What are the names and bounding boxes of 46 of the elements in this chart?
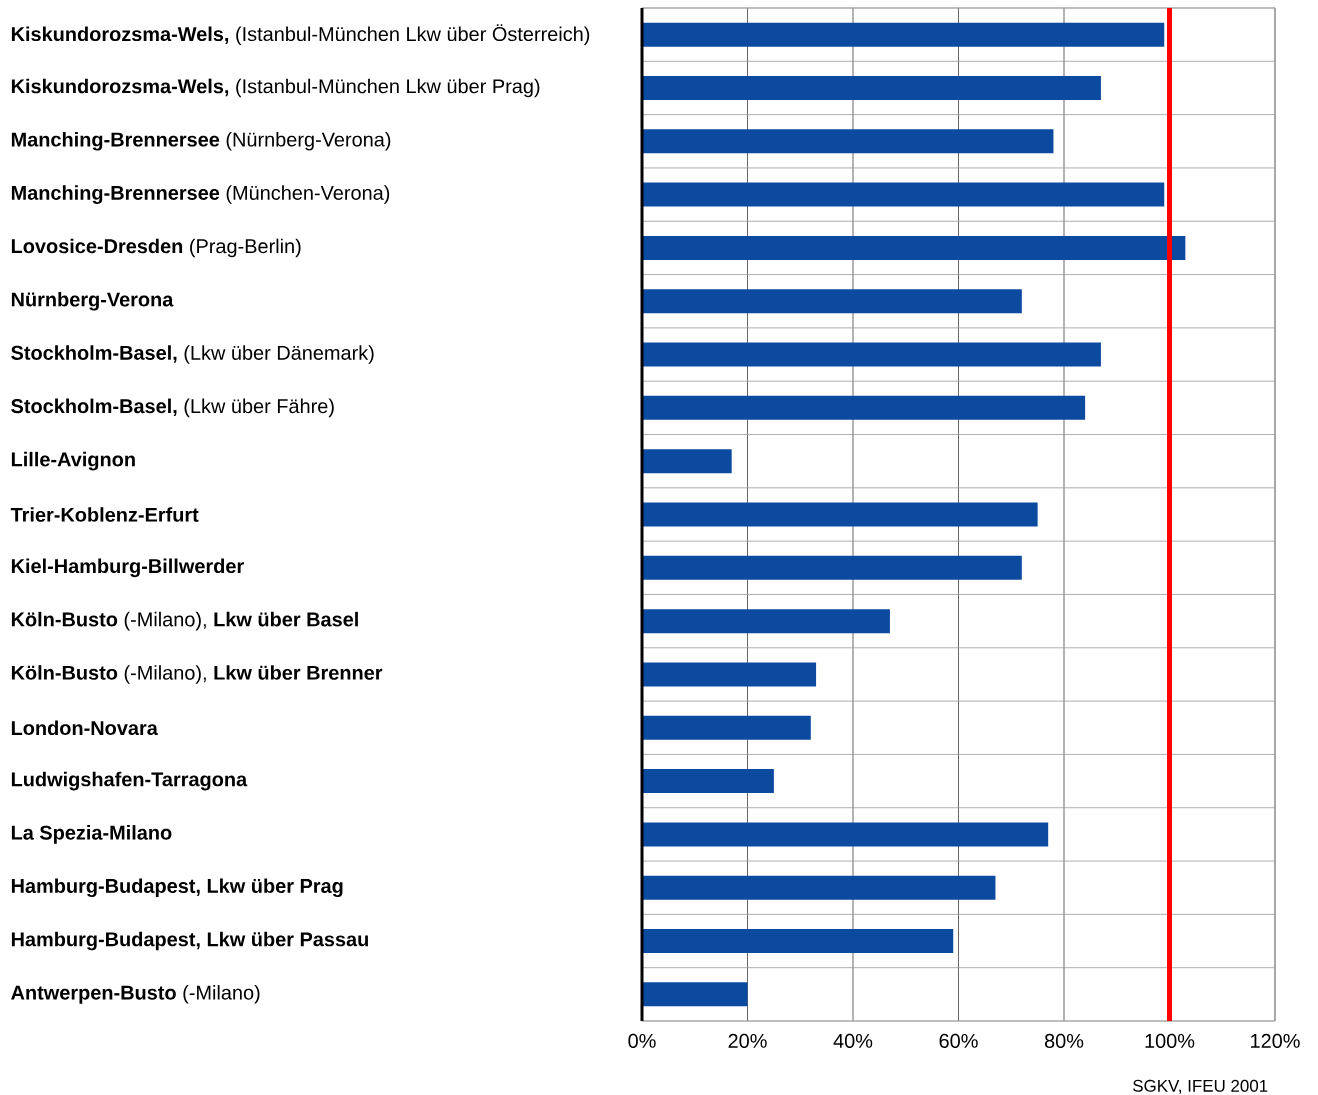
y-tick-label: Manching-Brennersee (Nürnberg-Verona)	[11, 131, 391, 151]
bar	[642, 342, 1101, 367]
y-tick-label: La Spezia-Milano	[11, 825, 172, 844]
y-tick-label: Nürnberg-Verona	[11, 291, 174, 311]
bar	[642, 502, 1038, 527]
x-tick-label: 80%	[1044, 1033, 1084, 1048]
y-tick-label: Trier-Koblenz-Erfurt	[10, 507, 199, 522]
bar	[642, 875, 996, 900]
y-tick-label: Stockholm-Basel, (Lkw über Fähre)	[11, 398, 334, 418]
y-tick-label: Lovosice-Dresden (Prag-Berlin)	[11, 238, 301, 258]
y-tick-label: Antwerpen-Busto (-Milano)	[11, 985, 260, 1004]
x-tick-label: 60%	[939, 1033, 978, 1048]
y-tick-label: Kiskundorozsma-Wels, (Istanbul-München Lkw über Österreich)	[11, 24, 590, 46]
y-tick-label: Hamburg-Budapest, Lkw über Prag	[11, 878, 343, 898]
bar	[642, 289, 1022, 314]
x-tick-label: 0%	[628, 1033, 656, 1048]
y-tick-label: Hamburg-Budapest, Lkw über Passau	[11, 931, 368, 951]
x-tick-label: 100%	[1145, 1033, 1195, 1048]
y-tick-label: Kiel-Hamburg-Billwerder	[11, 558, 244, 578]
bar	[642, 22, 1165, 47]
bar	[642, 555, 1022, 580]
bar	[642, 75, 1101, 100]
y-tick-label: Ludwigshafen-Tarragona	[11, 771, 248, 791]
bar	[642, 715, 811, 740]
bar	[642, 395, 1086, 420]
y-tick-label: Stockholm-Basel, (Lkw über Dänemark)	[11, 345, 374, 364]
bar	[642, 129, 1054, 154]
bar	[642, 235, 1186, 260]
bar	[642, 822, 1049, 847]
bar	[642, 182, 1165, 207]
y-tick-label: Lille-Avignon	[11, 451, 135, 471]
y-tick-label: Manching-Brennersee (München-Verona)	[11, 185, 390, 204]
bar	[642, 609, 890, 634]
x-tick-label: 120%	[1251, 1033, 1300, 1048]
bar	[642, 982, 748, 1007]
bar	[642, 662, 817, 687]
bar	[642, 929, 954, 954]
bar	[642, 769, 774, 794]
text: SGKV, IFEU 2001	[1133, 1079, 1268, 1094]
x-tick-label: 40%	[833, 1033, 873, 1048]
bar	[642, 449, 732, 474]
y-tick-label: London-Novara	[11, 720, 158, 736]
y-tick-label: Köln-Busto (-Milano), Lkw über Basel	[11, 611, 358, 631]
x-tick-label: 20%	[728, 1033, 767, 1048]
y-tick-label: Kiskundorozsma-Wels, (Istanbul-München Lkw über Prag)	[11, 78, 540, 98]
y-tick-label: Köln-Busto (-Milano), Lkw über Brenner	[11, 665, 383, 684]
